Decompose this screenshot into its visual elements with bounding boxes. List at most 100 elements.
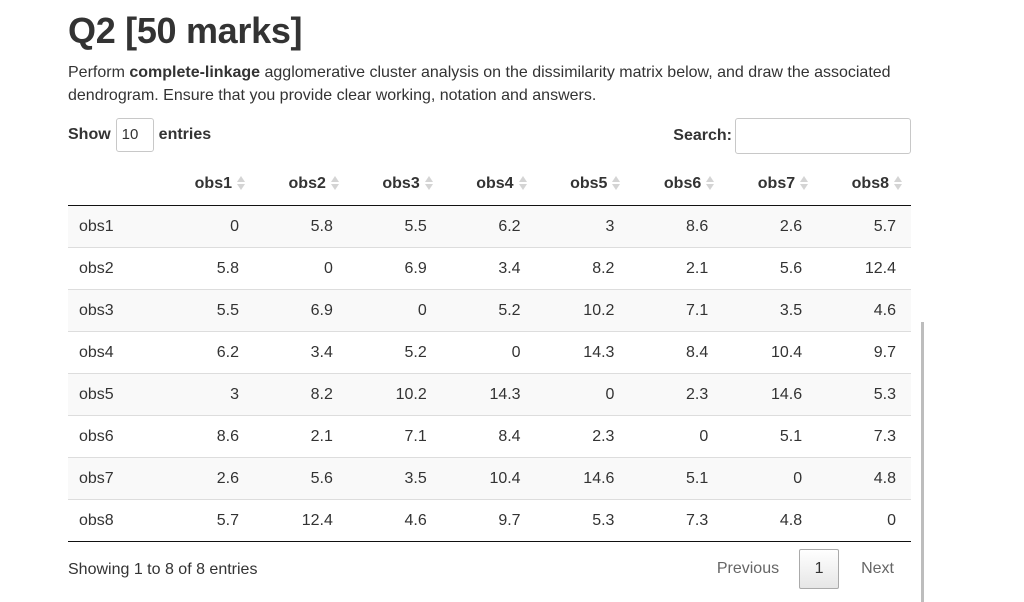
table-cell: 3.4 <box>254 331 348 374</box>
table-cell: 2.1 <box>254 415 348 458</box>
table-row: obs7 2.6 5.6 3.5 10.4 14.6 5.1 0 4.8 <box>68 457 911 500</box>
row-name: obs6 <box>68 415 161 458</box>
entries-label: entries <box>158 126 212 143</box>
table-cell: 0 <box>347 289 442 332</box>
table-cell: 7.3 <box>629 499 724 542</box>
table-cell: 5.2 <box>441 289 536 332</box>
table-cell: 2.3 <box>629 373 724 416</box>
entries-length-control: Show 10 entries <box>68 118 211 152</box>
column-header-obs8[interactable]: obs8 <box>817 163 911 206</box>
table-cell: 5.5 <box>160 289 254 332</box>
question-text: Perform complete-linkage agglomerative c… <box>68 61 911 107</box>
column-header-label: obs4 <box>476 175 514 192</box>
table-cell: 12.4 <box>817 247 911 290</box>
previous-button[interactable]: Previous <box>716 560 780 577</box>
table-cell: 8.6 <box>160 415 254 458</box>
table-cell: 8.6 <box>629 205 724 248</box>
column-header-obs4[interactable]: obs4 <box>441 163 536 206</box>
table-cell: 2.6 <box>160 457 254 500</box>
table-cell: 5.3 <box>535 499 630 542</box>
table-cell: 5.2 <box>347 331 442 374</box>
row-name: obs4 <box>68 331 161 374</box>
table-cell: 5.1 <box>723 415 818 458</box>
search-input[interactable] <box>735 118 911 154</box>
intro-suffix: agglomerative cluster analysis on the di… <box>68 64 891 104</box>
page-title: Q2 [50 marks] <box>68 10 303 51</box>
table-cell: 14.3 <box>441 373 536 416</box>
table-cell: 10.2 <box>347 373 442 416</box>
table-cell: 7.1 <box>347 415 442 458</box>
column-header-obs1[interactable]: obs1 <box>160 163 254 206</box>
table-row: obs8 5.7 12.4 4.6 9.7 5.3 7.3 4.8 0 <box>68 499 911 542</box>
table-cell: 6.2 <box>441 205 536 248</box>
table-cell: 5.1 <box>629 457 724 500</box>
table-cell: 10.2 <box>535 289 630 332</box>
pagination: Previous 1 Next <box>697 549 911 589</box>
table-cell: 12.4 <box>254 499 348 542</box>
table-row: obs3 5.5 6.9 0 5.2 10.2 7.1 3.5 4.6 <box>68 289 911 332</box>
intro-prefix: Perform <box>68 64 130 81</box>
table-cell: 3.5 <box>723 289 818 332</box>
table-cell: 0 <box>254 247 348 290</box>
table-cell: 4.6 <box>817 289 911 332</box>
table-cell: 2.1 <box>629 247 724 290</box>
sort-icon <box>424 175 434 191</box>
page-1-button[interactable]: 1 <box>799 549 840 589</box>
sort-icon <box>611 175 621 191</box>
intro-bold: complete-linkage <box>129 64 261 81</box>
table-cell: 7.1 <box>629 289 724 332</box>
row-name: obs3 <box>68 289 161 332</box>
column-header-obs7[interactable]: obs7 <box>723 163 818 206</box>
search-label: Search: <box>673 127 732 144</box>
column-header-obs2[interactable]: obs2 <box>254 163 348 206</box>
row-name: obs7 <box>68 457 161 500</box>
table-cell: 9.7 <box>441 499 536 542</box>
table-cell: 8.4 <box>629 331 724 374</box>
table-cell: 0 <box>441 331 536 374</box>
table-cell: 3.4 <box>441 247 536 290</box>
column-header-label: obs3 <box>382 175 420 192</box>
table-cell: 14.6 <box>723 373 818 416</box>
column-header-obs3[interactable]: obs3 <box>347 163 442 206</box>
table-cell: 5.5 <box>347 205 442 248</box>
row-name: obs2 <box>68 247 161 290</box>
table-cell: 0 <box>160 205 254 248</box>
entries-select[interactable]: 10 <box>115 118 154 152</box>
sort-icon <box>893 175 903 191</box>
table-cell: 10.4 <box>441 457 536 500</box>
table-cell: 5.8 <box>254 205 348 248</box>
table-cell: 2.3 <box>535 415 630 458</box>
column-header-obs5[interactable]: obs5 <box>535 163 630 206</box>
table-cell: 8.4 <box>441 415 536 458</box>
table-cell: 6.9 <box>347 247 442 290</box>
table-row: obs5 3 8.2 10.2 14.3 0 2.3 14.6 5.3 <box>68 373 911 416</box>
table-cell: 2.6 <box>723 205 818 248</box>
table-cell: 10.4 <box>723 331 818 374</box>
table-cell: 0 <box>535 373 630 416</box>
table-cell: 5.8 <box>160 247 254 290</box>
table-cell: 3 <box>535 205 630 248</box>
table-info: Showing 1 to 8 of 8 entries <box>68 561 258 578</box>
table-cell: 9.7 <box>817 331 911 374</box>
sort-icon <box>705 175 715 191</box>
table-cell: 5.6 <box>723 247 818 290</box>
column-header-obs6[interactable]: obs6 <box>629 163 724 206</box>
sort-icon <box>799 175 809 191</box>
table-cell: 4.6 <box>347 499 442 542</box>
table-row: obs4 6.2 3.4 5.2 0 14.3 8.4 10.4 9.7 <box>68 331 911 374</box>
table-cell: 4.8 <box>817 457 911 500</box>
table-cell: 5.6 <box>254 457 348 500</box>
table-cell: 5.7 <box>817 205 911 248</box>
table-cell: 5.3 <box>817 373 911 416</box>
table-row: obs1 0 5.8 5.5 6.2 3 8.6 2.6 5.7 <box>68 205 911 248</box>
table-cell: 14.6 <box>535 457 630 500</box>
table-row: obs6 8.6 2.1 7.1 8.4 2.3 0 5.1 7.3 <box>68 415 911 458</box>
table-cell: 6.9 <box>254 289 348 332</box>
scrollbar[interactable] <box>921 322 924 602</box>
search-control: Search: <box>673 118 911 154</box>
table-cell: 0 <box>723 457 818 500</box>
table-cell: 6.2 <box>160 331 254 374</box>
row-name: obs1 <box>68 205 161 248</box>
table-row: obs2 5.8 0 6.9 3.4 8.2 2.1 5.6 12.4 <box>68 247 911 290</box>
next-button[interactable]: Next <box>861 560 894 577</box>
